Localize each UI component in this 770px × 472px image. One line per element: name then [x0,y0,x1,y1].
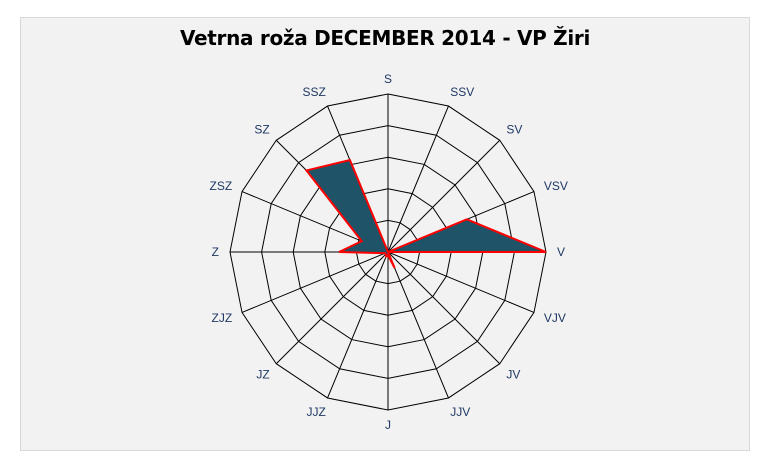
axis-label-zsz: ZSZ [209,179,232,193]
spoke-ssv [387,105,449,253]
axis-label-jz: JZ [256,367,269,381]
axis-label-sz: SZ [254,123,269,137]
axis-label-jjz: JJZ [306,405,325,419]
spoke-zjz [241,251,389,313]
spoke-jz [275,251,389,365]
spoke-sv [387,139,501,253]
axis-label-zjz: ZJZ [211,311,232,325]
axis-label-vjv: VJV [544,311,566,325]
axis-label-vsv: VSV [544,179,568,193]
spoke-vjv [387,251,535,313]
chart-area: Vetrna roža DECEMBER 2014 - VP Žiri [20,17,750,451]
axis-label-v: V [557,245,565,259]
axis-label-ssv: SSV [450,85,474,99]
spoke-jv [387,251,501,365]
axis-label-z: Z [212,245,219,259]
axis-label-jjv: JJV [450,405,470,419]
axis-label-j: J [385,418,391,432]
axis-label-s: S [384,72,392,86]
data-series-polygon [304,158,547,269]
spoke-jjz [327,251,389,399]
spoke-jjv [387,251,449,399]
chart-title: Vetrna roža DECEMBER 2014 - VP Žiri [179,26,591,50]
axis-label-sv: SV [506,123,522,137]
axis-label-ssz: SSZ [302,85,325,99]
axis-label-jv: JV [506,367,520,381]
